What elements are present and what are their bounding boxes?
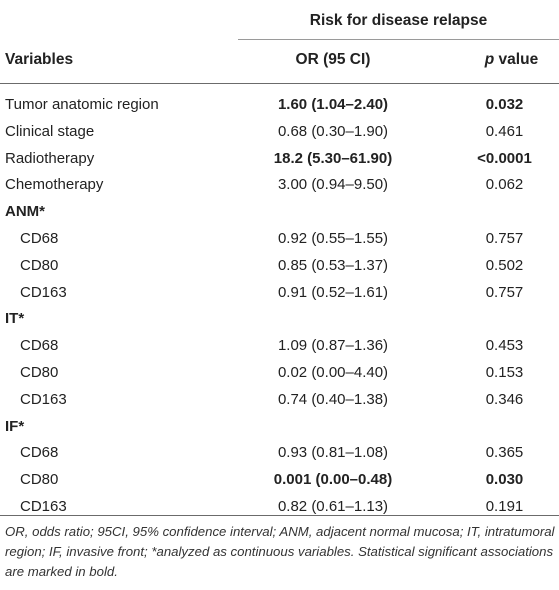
table-row: CD80 0.001 (0.00–0.48) 0.030 [0, 467, 559, 494]
p-rest: value [494, 51, 539, 68]
column-header-variables: Variables [5, 51, 74, 68]
p-value-cell: <0.0001 [428, 146, 559, 173]
or-cell: 18.2 (5.30–61.90) [273, 149, 393, 167]
p-value-text: 0.062 [485, 176, 524, 194]
or-cell: 1.09 (0.87–1.36) [277, 337, 389, 355]
table-body: Tumor anatomic region 1.60 (1.04–2.40) 0.0… [0, 92, 559, 521]
or-cell: 0.82 (0.61–1.13) [277, 497, 389, 515]
variable-cell: Tumor anatomic region [5, 96, 159, 113]
group-row: ANM* [0, 199, 559, 226]
p-value-cell: 0.365 [428, 440, 559, 467]
table-row: Clinical stage 0.68 (0.30–1.90) 0.461 [0, 119, 559, 146]
table-row: CD68 0.92 (0.55–1.55) 0.757 [0, 226, 559, 253]
variable-cell: CD80 [20, 256, 59, 274]
p-value-cell [428, 199, 559, 226]
p-value-cell: 0.757 [428, 280, 559, 307]
bottom-rule [0, 515, 559, 516]
table-row: CD68 1.09 (0.87–1.36) 0.453 [0, 333, 559, 360]
or-cell: 0.74 (0.40–1.38) [277, 390, 389, 408]
p-value-cell: 0.153 [428, 360, 559, 387]
or-cell: 0.001 (0.00–0.48) [273, 471, 393, 489]
column-header-p-value: p value [428, 51, 559, 69]
p-value-cell [428, 414, 559, 441]
group-row: IT* [0, 306, 559, 333]
or-cell: 1.60 (1.04–2.40) [277, 96, 389, 113]
p-value-text: 0.365 [485, 444, 524, 462]
variable-cell: CD163 [20, 283, 67, 301]
or-cell: 0.93 (0.81–1.08) [277, 444, 389, 462]
variable-cell: CD68 [20, 444, 59, 462]
variable-cell: IT* [5, 310, 25, 328]
p-value-text: 0.461 [485, 122, 524, 140]
header-rule [0, 83, 559, 84]
variable-cell: CD163 [20, 497, 67, 515]
variable-cell: CD163 [20, 390, 67, 408]
or-cell: 3.00 (0.94–9.50) [277, 176, 389, 194]
table-row: Tumor anatomic region 1.60 (1.04–2.40) 0.0… [0, 92, 559, 119]
p-value-cell: 0.062 [428, 172, 559, 199]
p-value-text: 0.153 [485, 363, 524, 381]
table-row: Radiotherapy 18.2 (5.30–61.90) <0.0001 [0, 146, 559, 173]
p-value-text: 0.191 [485, 497, 524, 515]
column-header-or: OR (95 CI) [295, 51, 371, 68]
p-value-cell: 0.191 [428, 494, 559, 521]
p-value-cell: 0.346 [428, 387, 559, 414]
p-value-text: 0.032 [485, 96, 524, 113]
p-value-cell [428, 306, 559, 333]
p-value-text: <0.0001 [477, 149, 532, 167]
table-row: Chemotherapy 3.00 (0.94–9.50) 0.062 [0, 172, 559, 199]
p-value-cell: 0.461 [428, 119, 559, 146]
variable-cell: IF* [5, 417, 25, 435]
group-row: IF* [0, 414, 559, 441]
p-value-cell: 0.502 [428, 253, 559, 280]
variable-cell: ANM* [5, 203, 45, 221]
p-value-cell: 0.757 [428, 226, 559, 253]
table-footnote: OR, odds ratio; 95CI, 95% confidence int… [5, 524, 555, 579]
variable-cell: Chemotherapy [5, 176, 104, 194]
p-value-text: 0.757 [485, 229, 524, 247]
table-row: CD163 0.74 (0.40–1.38) 0.346 [0, 387, 559, 414]
p-value-cell: 0.453 [428, 333, 559, 360]
table-row: CD80 0.02 (0.00–4.40) 0.153 [0, 360, 559, 387]
p-value-cell: 0.030 [428, 467, 559, 494]
p-italic: p [484, 51, 495, 68]
variable-cell: CD80 [20, 363, 59, 381]
table-row: CD80 0.85 (0.53–1.37) 0.502 [0, 253, 559, 280]
or-cell: 0.85 (0.53–1.37) [277, 256, 389, 274]
or-cell: 0.68 (0.30–1.90) [277, 122, 389, 140]
table-row: CD163 0.82 (0.61–1.13) 0.191 [0, 494, 559, 521]
table-row: CD68 0.93 (0.81–1.08) 0.365 [0, 440, 559, 467]
p-value-cell: 0.032 [428, 92, 559, 119]
p-value-text: 0.346 [485, 390, 524, 408]
variable-cell: CD80 [20, 471, 59, 489]
variable-cell: CD68 [20, 229, 59, 247]
variable-cell: CD68 [20, 337, 59, 355]
p-value-text: 0.030 [485, 471, 524, 489]
p-value-text: 0.757 [485, 283, 524, 301]
group-header-rule [238, 39, 559, 40]
variable-cell: Clinical stage [5, 122, 95, 140]
group-header: Risk for disease relapse [309, 12, 488, 29]
p-value-text: 0.502 [485, 256, 524, 274]
variable-cell: Radiotherapy [5, 149, 95, 167]
or-cell: 0.02 (0.00–4.40) [277, 363, 389, 381]
or-cell: 0.92 (0.55–1.55) [277, 229, 389, 247]
table-row: CD163 0.91 (0.52–1.61) 0.757 [0, 280, 559, 307]
p-value-text: 0.453 [485, 337, 524, 355]
or-cell: 0.91 (0.52–1.61) [277, 283, 389, 301]
